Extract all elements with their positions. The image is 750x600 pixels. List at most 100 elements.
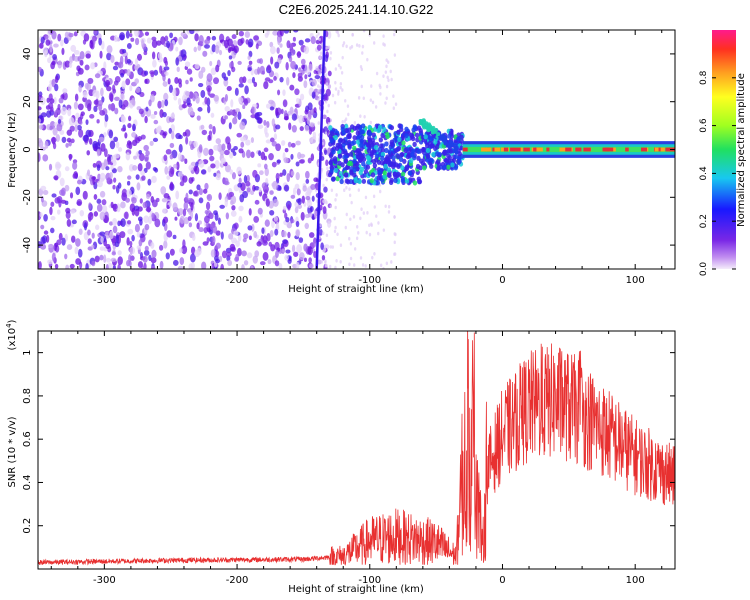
heatmap-cell <box>290 60 297 70</box>
heatmap-cell <box>179 181 185 187</box>
heatmap-cell <box>113 34 118 43</box>
heatmap-cell <box>185 136 189 145</box>
heatmap-cell <box>164 166 169 175</box>
heatmap-cell <box>372 41 376 45</box>
heatmap-cell <box>65 207 71 214</box>
heatmap-cell <box>198 197 204 204</box>
heatmap-cell <box>217 217 221 225</box>
heatmap-cell <box>105 243 111 250</box>
heatmap-cell <box>45 234 50 243</box>
heatmap-cell <box>361 178 367 184</box>
heatmap-cell <box>370 84 373 88</box>
heatmap-cell <box>382 170 388 176</box>
heatmap-cell <box>182 239 186 249</box>
heatmap-cell <box>337 160 342 166</box>
heatmap-cell <box>293 251 299 257</box>
heatmap-cell <box>309 205 314 213</box>
heatmap-cell <box>173 95 178 101</box>
heatmap-cell <box>207 87 211 96</box>
heatmap-cell <box>166 204 170 210</box>
heatmap-cell <box>252 169 258 178</box>
heatmap-cell <box>88 138 93 145</box>
heatmap-cell <box>99 50 103 59</box>
heatmap-tone-core <box>494 147 500 152</box>
heatmap-cell <box>209 93 216 98</box>
heatmap-cell <box>239 121 246 130</box>
heatmap-cell <box>185 79 189 85</box>
heatmap-cell <box>318 37 321 42</box>
heatmap-cell <box>49 206 53 216</box>
heatmap-cell <box>369 142 375 148</box>
heatmap-cell <box>125 78 131 86</box>
heatmap-cell <box>343 119 347 124</box>
heatmap-cell <box>68 32 74 38</box>
heatmap-cell <box>442 149 447 155</box>
heatmap-cell <box>387 78 390 83</box>
heatmap-cell <box>422 165 427 171</box>
heatmap-cell <box>162 111 167 118</box>
heatmap-cell <box>243 175 248 184</box>
heatmap-cell <box>192 190 198 197</box>
heatmap-cell <box>38 118 42 124</box>
heatmap-cell <box>262 251 269 261</box>
heatmap-cell <box>361 51 364 55</box>
heatmap-cell <box>254 199 260 205</box>
heatmap-cell <box>211 35 217 41</box>
heatmap-cell <box>219 149 225 156</box>
heatmap-cell <box>69 263 75 269</box>
heatmap-cell <box>214 160 220 169</box>
heatmap-cell <box>362 30 366 33</box>
heatmap-cell <box>309 137 314 144</box>
heatmap-cell <box>138 32 145 37</box>
heatmap-cell <box>359 166 365 172</box>
heatmap-cell <box>299 153 306 158</box>
heatmap-cell <box>237 38 243 46</box>
heatmap-cell <box>295 261 300 269</box>
heatmap-cell <box>328 153 334 159</box>
heatmap-cell <box>351 32 354 37</box>
heatmap-cell <box>263 147 269 153</box>
heatmap-cell <box>121 188 128 198</box>
heatmap-cell <box>237 247 242 257</box>
heatmap-cell <box>313 210 319 219</box>
heatmap-cell <box>147 215 153 225</box>
heatmap-cell <box>188 208 192 215</box>
snr-panel: -300 -200 -100 0 100 0.2 0.4 0.6 0.8 1 Height of… <box>5 319 676 595</box>
heatmap-cell <box>136 53 143 61</box>
heatmap-cell <box>58 232 63 241</box>
heatmap-cell <box>39 42 44 49</box>
heatmap-cell <box>385 133 390 140</box>
heatmap-cell <box>244 85 249 95</box>
heatmap-cell <box>165 148 172 155</box>
heatmap-cell <box>50 201 55 207</box>
heatmap-cell <box>337 92 340 96</box>
heatmap-cell <box>290 142 296 148</box>
heatmap-cell <box>272 30 279 36</box>
heatmap-cell <box>375 214 378 218</box>
heatmap-cell <box>315 34 319 39</box>
heatmap-cell <box>359 64 363 69</box>
heatmap-cell <box>345 185 348 190</box>
heatmap-cell <box>48 102 54 110</box>
heatmap-cell <box>281 230 287 238</box>
heatmap-cell <box>226 251 232 257</box>
heatmap-cell <box>310 122 316 128</box>
heatmap-cell <box>397 123 402 129</box>
heatmap-cell <box>91 232 95 239</box>
heatmap-cell <box>292 36 296 42</box>
heatmap-cell <box>410 151 415 158</box>
x-tick-label: 100 <box>626 575 645 586</box>
heatmap-cell <box>224 94 228 102</box>
heatmap-cell <box>115 234 119 244</box>
heatmap-cell <box>229 151 234 159</box>
heatmap-cell <box>234 87 239 96</box>
heatmap-cell <box>100 142 106 152</box>
heatmap-cell <box>257 163 262 168</box>
heatmap-cell <box>55 134 61 142</box>
heatmap-cell <box>306 187 312 196</box>
heatmap-cell <box>389 125 395 131</box>
heatmap-cell <box>244 31 251 39</box>
heatmap-cell <box>277 36 281 46</box>
heatmap-cell <box>357 231 360 235</box>
heatmap-cell <box>183 201 189 211</box>
